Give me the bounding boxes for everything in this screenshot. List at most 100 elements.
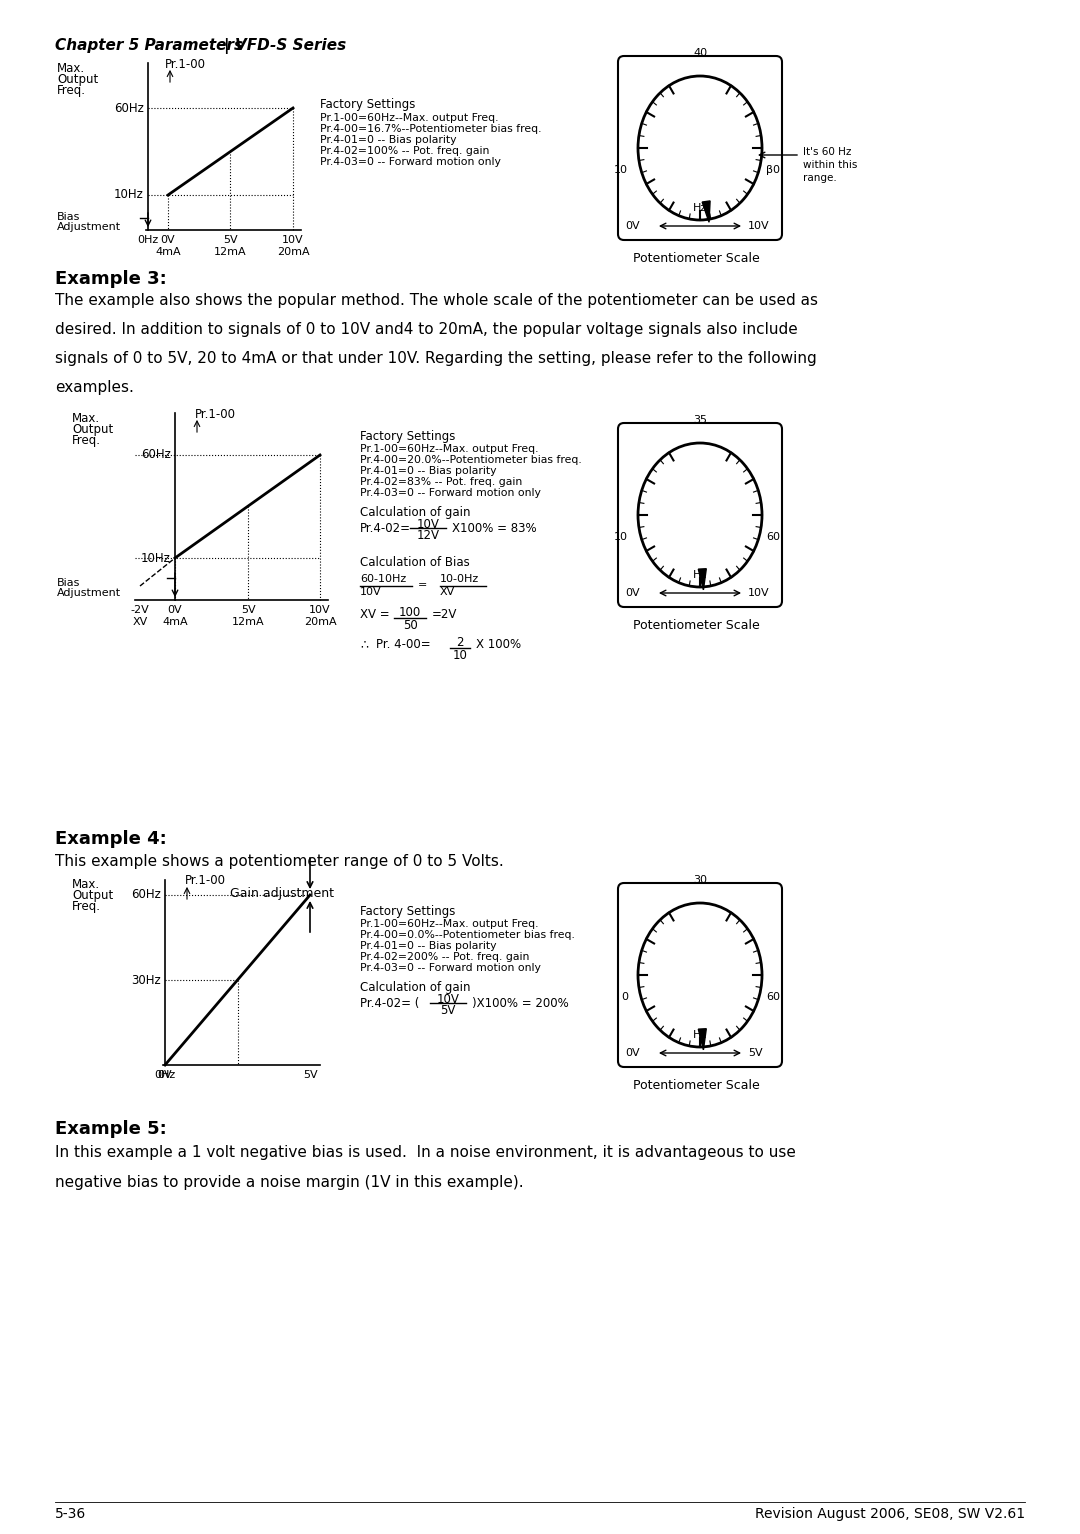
Text: 5V: 5V bbox=[441, 1003, 456, 1017]
Text: Factory Settings: Factory Settings bbox=[360, 430, 456, 443]
Text: β0: β0 bbox=[766, 166, 780, 175]
Text: 100: 100 bbox=[399, 606, 421, 620]
Text: Potentiometer Scale: Potentiometer Scale bbox=[633, 620, 759, 632]
Text: 20mA: 20mA bbox=[276, 247, 309, 258]
Text: Calculation of gain: Calculation of gain bbox=[360, 506, 471, 518]
Text: 0V: 0V bbox=[161, 235, 175, 245]
Text: Gain adjustment: Gain adjustment bbox=[230, 887, 334, 900]
Text: ∴: ∴ bbox=[360, 638, 368, 650]
Text: 2: 2 bbox=[456, 637, 463, 649]
Text: Factory Settings: Factory Settings bbox=[360, 905, 456, 917]
Text: Pr.4-00=20.0%--Potentiometer bias freq.: Pr.4-00=20.0%--Potentiometer bias freq. bbox=[360, 456, 582, 465]
Polygon shape bbox=[699, 1029, 706, 1049]
Text: Pr.4-02= (: Pr.4-02= ( bbox=[360, 997, 419, 1009]
Text: Pr.1-00=60Hz--Max. output Freq.: Pr.1-00=60Hz--Max. output Freq. bbox=[360, 443, 539, 454]
Ellipse shape bbox=[638, 904, 762, 1048]
Text: Calculation of gain: Calculation of gain bbox=[360, 982, 471, 994]
Text: Freq.: Freq. bbox=[72, 900, 102, 913]
Text: 4mA: 4mA bbox=[156, 247, 180, 258]
Text: Pr.4-02=83% -- Pot. freq. gain: Pr.4-02=83% -- Pot. freq. gain bbox=[360, 477, 523, 486]
Text: 0V: 0V bbox=[625, 588, 640, 598]
Polygon shape bbox=[702, 201, 710, 222]
Text: Pr.1-00: Pr.1-00 bbox=[165, 58, 206, 71]
Text: X 100%: X 100% bbox=[476, 638, 522, 650]
Text: 5V: 5V bbox=[302, 1071, 318, 1080]
Text: 60Hz: 60Hz bbox=[131, 888, 161, 902]
Text: =2V: =2V bbox=[432, 607, 457, 621]
Text: Freq.: Freq. bbox=[57, 84, 86, 97]
Text: XV =: XV = bbox=[360, 607, 390, 621]
Text: 5V: 5V bbox=[748, 1048, 762, 1058]
Text: 10V: 10V bbox=[282, 235, 303, 245]
Text: 12V: 12V bbox=[417, 529, 440, 542]
Text: Pr.4-02=: Pr.4-02= bbox=[360, 522, 411, 535]
Text: 10V: 10V bbox=[360, 588, 381, 597]
Text: 10V: 10V bbox=[417, 518, 440, 531]
Text: 5V: 5V bbox=[222, 235, 238, 245]
Text: Hz: Hz bbox=[693, 1029, 707, 1040]
Text: 20mA: 20mA bbox=[303, 617, 336, 627]
Text: XV: XV bbox=[440, 588, 456, 597]
Text: X100% = 83%: X100% = 83% bbox=[453, 522, 537, 535]
Text: |: | bbox=[222, 38, 229, 54]
Text: Output: Output bbox=[72, 423, 113, 436]
Text: XV: XV bbox=[133, 617, 148, 627]
Text: -2V: -2V bbox=[131, 604, 149, 615]
Text: signals of 0 to 5V, 20 to 4mA or that under 10V. Regarding the setting, please r: signals of 0 to 5V, 20 to 4mA or that un… bbox=[55, 351, 816, 367]
Text: 60-10Hz: 60-10Hz bbox=[360, 574, 406, 584]
Text: within this: within this bbox=[804, 160, 858, 170]
Text: In this example a 1 volt negative bias is used.  In a noise environment, it is a: In this example a 1 volt negative bias i… bbox=[55, 1144, 796, 1160]
Text: Bias: Bias bbox=[57, 578, 80, 588]
Text: 0V: 0V bbox=[167, 604, 183, 615]
Text: 5V: 5V bbox=[241, 604, 255, 615]
Text: Chapter 5 Parameters: Chapter 5 Parameters bbox=[55, 38, 243, 54]
Text: Max.: Max. bbox=[72, 877, 100, 891]
Text: Hz: Hz bbox=[693, 571, 707, 580]
Text: 10V: 10V bbox=[436, 992, 459, 1006]
Text: 10V: 10V bbox=[748, 588, 770, 598]
Text: Adjustment: Adjustment bbox=[57, 588, 121, 598]
Text: Max.: Max. bbox=[72, 413, 100, 425]
Text: Pr.1-00=60Hz--Max. output Freq.: Pr.1-00=60Hz--Max. output Freq. bbox=[360, 919, 539, 930]
Text: Pr.1-00: Pr.1-00 bbox=[195, 408, 237, 420]
Text: Pr.4-03=0 -- Forward motion only: Pr.4-03=0 -- Forward motion only bbox=[320, 156, 501, 167]
Text: The example also shows the popular method. The whole scale of the potentiometer : The example also shows the popular metho… bbox=[55, 293, 818, 308]
Text: =: = bbox=[418, 580, 428, 591]
Text: Pr.1-00=60Hz--Max. output Freq.: Pr.1-00=60Hz--Max. output Freq. bbox=[320, 114, 499, 123]
Text: )X100% = 200%: )X100% = 200% bbox=[472, 997, 569, 1009]
Text: Pr.4-00=16.7%--Potentiometer bias freq.: Pr.4-00=16.7%--Potentiometer bias freq. bbox=[320, 124, 541, 133]
Text: 0: 0 bbox=[621, 992, 627, 1002]
Text: Pr. 4-00=: Pr. 4-00= bbox=[376, 638, 431, 650]
FancyBboxPatch shape bbox=[618, 423, 782, 607]
Text: Pr.4-01=0 -- Bias polarity: Pr.4-01=0 -- Bias polarity bbox=[360, 466, 497, 476]
FancyBboxPatch shape bbox=[618, 884, 782, 1068]
Text: 10: 10 bbox=[615, 166, 627, 175]
Text: 0V: 0V bbox=[158, 1071, 173, 1080]
Text: Adjustment: Adjustment bbox=[57, 222, 121, 232]
Text: Potentiometer Scale: Potentiometer Scale bbox=[633, 1078, 759, 1092]
Text: 10: 10 bbox=[453, 649, 468, 663]
Text: Pr.4-01=0 -- Bias polarity: Pr.4-01=0 -- Bias polarity bbox=[320, 135, 457, 146]
Text: 60: 60 bbox=[766, 532, 780, 542]
Text: Pr.4-02=200% -- Pot. freq. gain: Pr.4-02=200% -- Pot. freq. gain bbox=[360, 953, 529, 962]
Text: examples.: examples. bbox=[55, 380, 134, 394]
Text: 30: 30 bbox=[693, 874, 707, 885]
Text: 12mA: 12mA bbox=[232, 617, 265, 627]
Text: Example 3:: Example 3: bbox=[55, 270, 166, 288]
Text: 0V: 0V bbox=[625, 1048, 640, 1058]
Text: Factory Settings: Factory Settings bbox=[320, 98, 416, 110]
Text: 50: 50 bbox=[403, 620, 417, 632]
Text: Max.: Max. bbox=[57, 61, 85, 75]
Text: Calculation of Bias: Calculation of Bias bbox=[360, 555, 470, 569]
Text: This example shows a potentiometer range of 0 to 5 Volts.: This example shows a potentiometer range… bbox=[55, 854, 503, 868]
Text: Bias: Bias bbox=[57, 212, 80, 222]
Text: 60Hz: 60Hz bbox=[114, 101, 144, 115]
Text: 60Hz: 60Hz bbox=[141, 448, 171, 462]
Text: 10Hz: 10Hz bbox=[114, 189, 144, 201]
Text: Freq.: Freq. bbox=[72, 434, 102, 446]
Text: 4mA: 4mA bbox=[162, 617, 188, 627]
Text: Pr.4-01=0 -- Bias polarity: Pr.4-01=0 -- Bias polarity bbox=[360, 940, 497, 951]
FancyBboxPatch shape bbox=[618, 57, 782, 239]
Text: 10Hz: 10Hz bbox=[141, 552, 171, 565]
Text: Pr.4-03=0 -- Forward motion only: Pr.4-03=0 -- Forward motion only bbox=[360, 963, 541, 973]
